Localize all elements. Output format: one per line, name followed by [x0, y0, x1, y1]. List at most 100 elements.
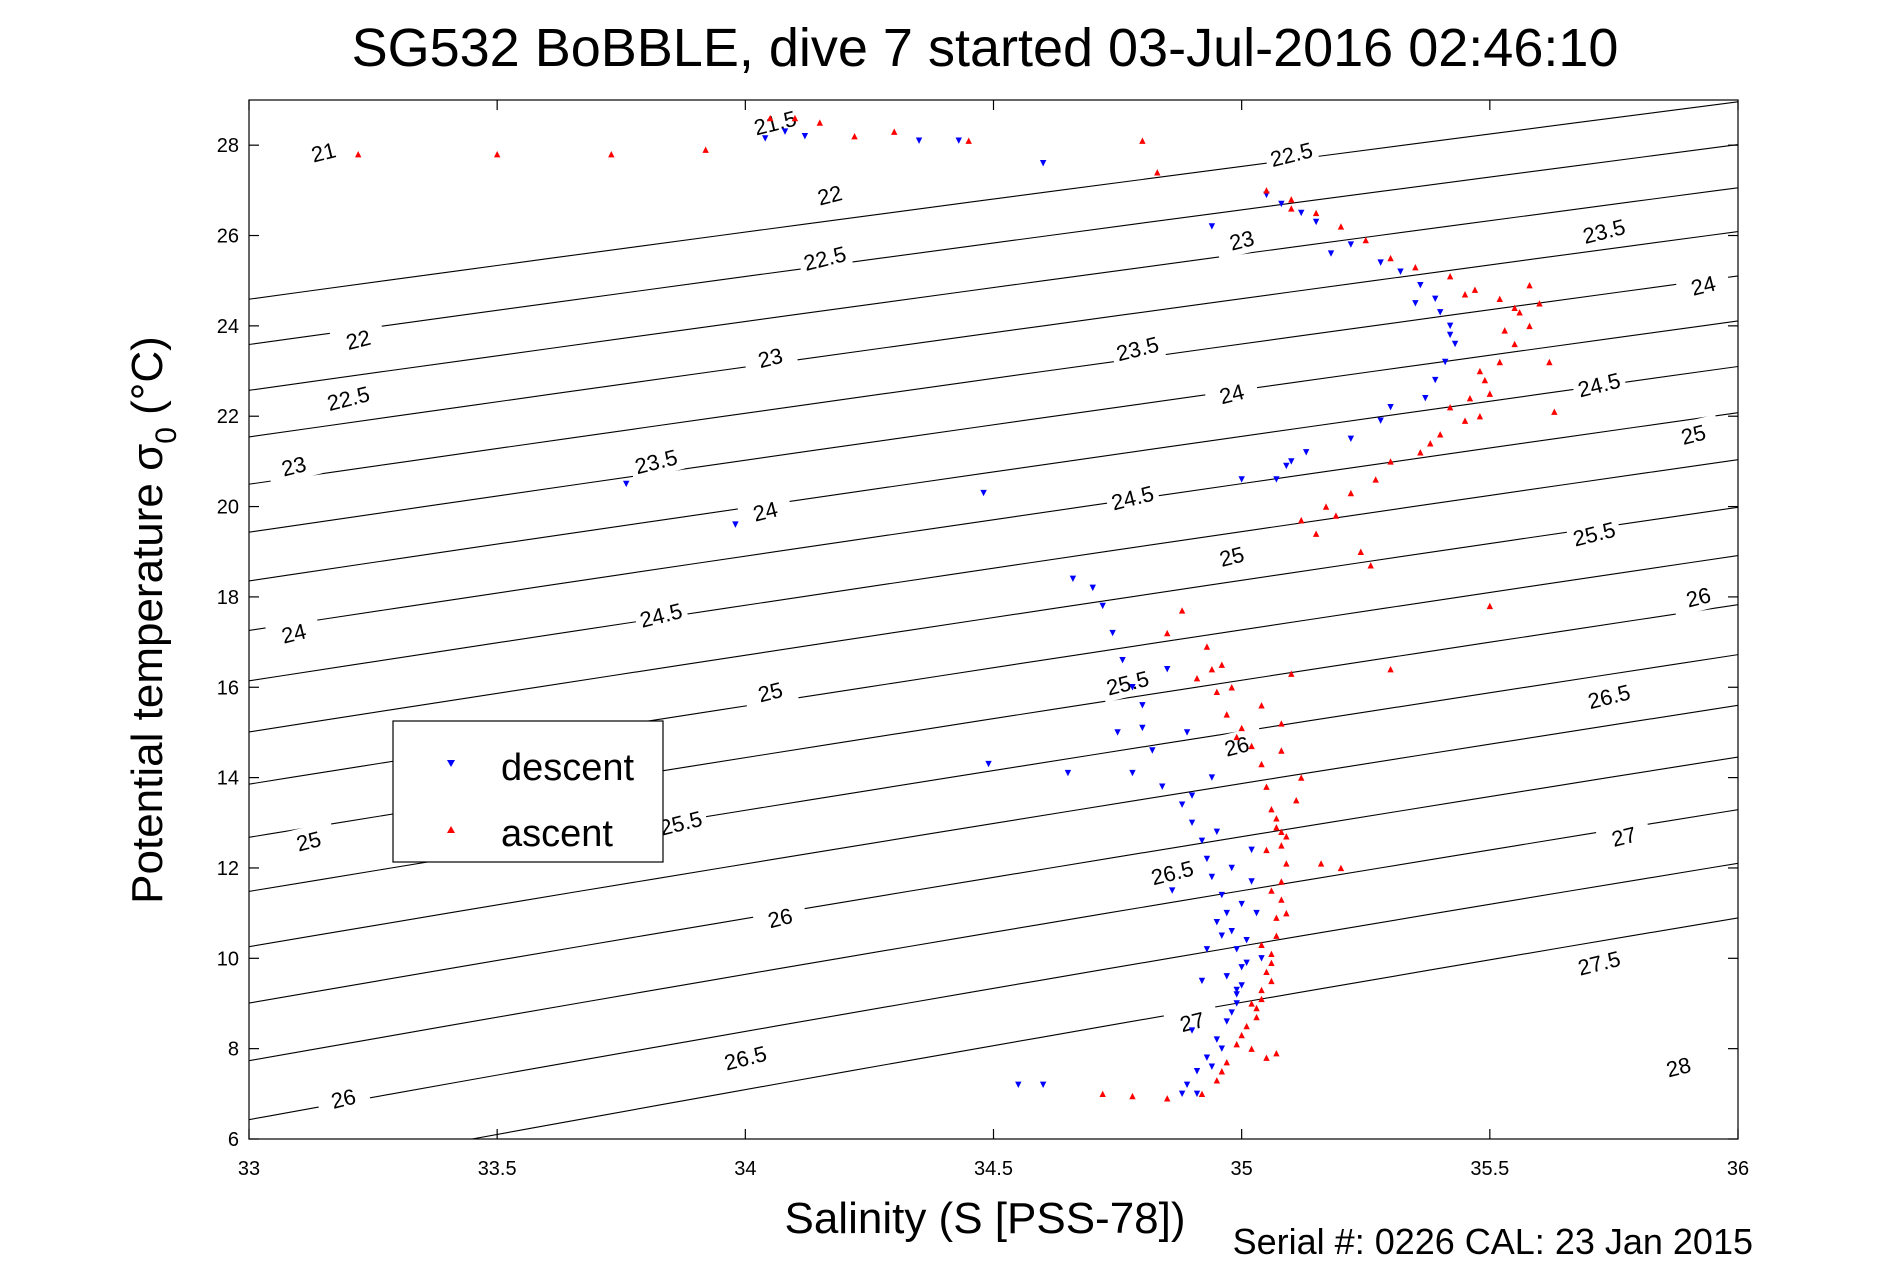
contour-label-bg: [279, 820, 338, 861]
descent-point: [915, 137, 923, 144]
descent-point: [781, 128, 789, 135]
ascent-point: [1228, 684, 1235, 691]
ascent-point: [1317, 860, 1325, 867]
descent-point: [1312, 218, 1320, 226]
contour-label-bg: [632, 595, 690, 635]
contour-line-27: [249, 756, 1738, 1004]
ascent-point: [1263, 968, 1270, 976]
ascent-point: [1268, 959, 1275, 967]
descent-point: [1238, 476, 1245, 483]
contour-line-28: [249, 862, 1738, 1121]
contour-labels: 2121.5222222.522.522.523232323.523.523.5…: [265, 102, 1732, 1119]
ascent-point: [1367, 562, 1374, 569]
descent-point: [1228, 928, 1235, 935]
ascent-point: [1258, 986, 1265, 994]
descent-point: [761, 135, 769, 142]
descent-point: [1208, 1063, 1216, 1070]
descent-point: [1218, 891, 1226, 899]
contour-label-text: 24: [1688, 271, 1718, 301]
ascent-point: [1154, 169, 1161, 176]
ascent-point: [1337, 864, 1345, 872]
y-tick-label: 28: [217, 135, 239, 157]
descent-point: [1213, 918, 1221, 926]
contour-label-bg: [1208, 726, 1266, 766]
ascent-point: [1501, 327, 1508, 334]
ascent-point: [851, 132, 858, 140]
descent-point: [1228, 864, 1235, 872]
y-tick-label: 24: [217, 316, 239, 338]
ascent-point: [1208, 665, 1216, 673]
contour-label-bg: [294, 132, 353, 172]
ascent-point: [1233, 1040, 1240, 1048]
contour-label-27: 27: [1163, 1001, 1221, 1042]
descent-point: [1208, 873, 1216, 881]
ascent-point: [1486, 602, 1494, 610]
y-axis-ticks: 6 8 10 12 14 16 18 20 22 24 26 28: [217, 135, 1738, 1151]
descent-point: [1213, 1036, 1221, 1043]
descent-point: [1451, 340, 1459, 348]
x-tick-label: 34: [734, 1158, 756, 1180]
descent-point: [980, 489, 987, 497]
ascent-point: [608, 151, 615, 158]
contour-label-26.5: 26.5: [1580, 676, 1638, 717]
descent-point: [1099, 602, 1106, 610]
contour-line-24.5: [249, 506, 1738, 733]
ascent-point: [1476, 367, 1484, 375]
y-tick-label: 22: [217, 406, 239, 428]
contour-label-bg: [1098, 662, 1157, 703]
contour-label-bg: [1203, 536, 1261, 577]
descent-point: [1039, 1081, 1047, 1088]
ascent-point: [1273, 815, 1280, 822]
ascent-point: [1213, 688, 1221, 695]
contour-label-bg: [1103, 477, 1162, 518]
descent-point: [1208, 774, 1216, 781]
ascent-point: [1461, 417, 1469, 424]
ascent-point: [1263, 846, 1270, 854]
ascent-point: [1437, 431, 1444, 438]
contour-label-bg: [1570, 942, 1628, 983]
descent-point: [1139, 724, 1146, 732]
descent-point: [1432, 295, 1439, 302]
x-axis-ticks: 33 33.5 34 34.5 35 35.5 36: [238, 100, 1749, 1180]
descent-point: [1203, 946, 1211, 953]
descent-series: [623, 128, 1459, 1098]
contour-label-text: 26: [1684, 582, 1714, 612]
descent-point: [1288, 458, 1295, 465]
ascent-point: [1283, 909, 1290, 917]
contour-label-bg: [1669, 577, 1727, 617]
contour-label-bg: [1664, 414, 1722, 455]
ascent-point: [1511, 304, 1518, 311]
ascent-point: [1278, 878, 1285, 885]
contour-label-bg: [1163, 1001, 1221, 1042]
ascent-point: [1446, 272, 1454, 280]
ascent-point: [1258, 760, 1265, 768]
ascent-point: [1293, 796, 1300, 804]
ascent-point: [354, 151, 362, 158]
ascent-point: [1278, 747, 1285, 754]
descent-point: [1238, 964, 1245, 971]
descent-point: [1198, 977, 1206, 985]
chart-title: SG532 BoBBLE, dive 7 started 03-Jul-2016…: [352, 18, 1619, 78]
descent-point: [1437, 309, 1444, 316]
ascent-point: [1486, 390, 1494, 397]
contour-label-bg: [1203, 373, 1261, 414]
ascent-point: [1268, 806, 1275, 813]
contour-label-text: 22: [815, 180, 845, 210]
descent-point: [1377, 417, 1384, 424]
ascent-point: [1278, 828, 1285, 836]
descent-point: [623, 480, 630, 488]
contour-label-text: 27: [1609, 822, 1639, 852]
descent-point: [1178, 801, 1186, 808]
descent-point: [1159, 783, 1166, 790]
contour-label-27: 27: [1595, 816, 1653, 857]
ascent-point: [1139, 137, 1146, 144]
descent-point: [1238, 900, 1245, 908]
y-tick-label: 20: [217, 497, 239, 519]
x-tick-label: 34.5: [974, 1158, 1013, 1180]
contour-label-text: 25: [294, 826, 324, 856]
descent-point: [1233, 1000, 1240, 1007]
ascent-point: [766, 114, 774, 122]
contour-label-22: 22: [329, 319, 387, 360]
ascent-point: [1496, 358, 1503, 366]
descent-point: [955, 137, 962, 144]
